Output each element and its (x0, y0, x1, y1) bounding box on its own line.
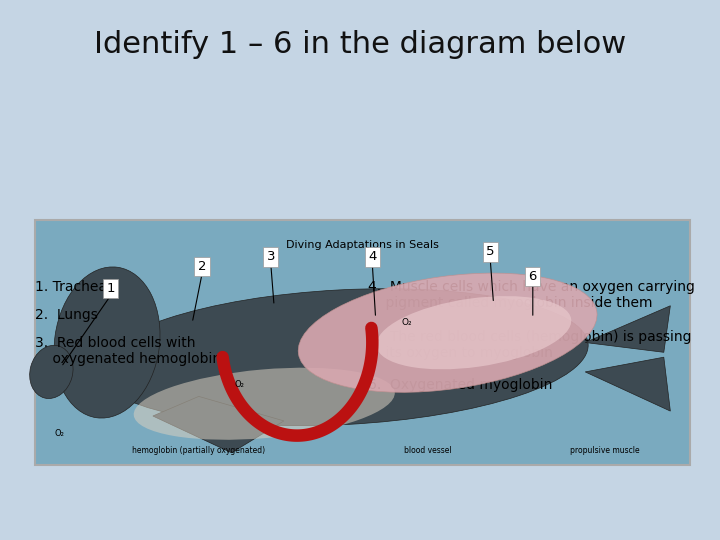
Text: hemoglobin (partially oxygenated): hemoglobin (partially oxygenated) (132, 446, 265, 455)
Text: blood vessel: blood vessel (404, 446, 452, 455)
Polygon shape (585, 357, 670, 411)
Ellipse shape (298, 273, 597, 393)
Text: 2: 2 (198, 260, 206, 273)
Ellipse shape (134, 368, 395, 440)
Text: 4: 4 (368, 250, 377, 263)
Text: 6.  Oxygenated myoglobin: 6. Oxygenated myoglobin (368, 378, 552, 392)
Text: 3: 3 (266, 250, 275, 263)
Text: 6: 6 (528, 270, 537, 283)
Text: 1: 1 (106, 282, 114, 295)
Ellipse shape (54, 267, 160, 418)
Text: Identify 1 – 6 in the diagram below: Identify 1 – 6 in the diagram below (94, 30, 626, 59)
Text: O₂: O₂ (235, 380, 245, 389)
Text: propulsive muscle: propulsive muscle (570, 446, 639, 455)
Ellipse shape (97, 289, 588, 426)
Text: 2.  Lungs: 2. Lungs (35, 308, 98, 322)
Text: 5.  The red blood cells (hemoglobin) is passing
    its oxygen to myoglobin: 5. The red blood cells (hemoglobin) is p… (368, 330, 691, 360)
Text: 3.  Red blood cells with
    oxygenated hemoglobin: 3. Red blood cells with oxygenated hemog… (35, 336, 221, 366)
Text: O₂: O₂ (55, 429, 65, 437)
Text: 4.  Muscle cells which have an oxygen carrying
    pigment called myoglobin insi: 4. Muscle cells which have an oxygen car… (368, 280, 695, 310)
Polygon shape (585, 306, 670, 352)
Text: 1. Trachea: 1. Trachea (35, 280, 107, 294)
Text: 5: 5 (486, 245, 495, 258)
Polygon shape (153, 396, 284, 453)
Ellipse shape (377, 296, 571, 369)
Ellipse shape (30, 345, 73, 399)
Text: Diving Adaptations in Seals: Diving Adaptations in Seals (286, 240, 439, 249)
Text: O₂: O₂ (402, 319, 413, 327)
Bar (35, 220, 690, 465)
